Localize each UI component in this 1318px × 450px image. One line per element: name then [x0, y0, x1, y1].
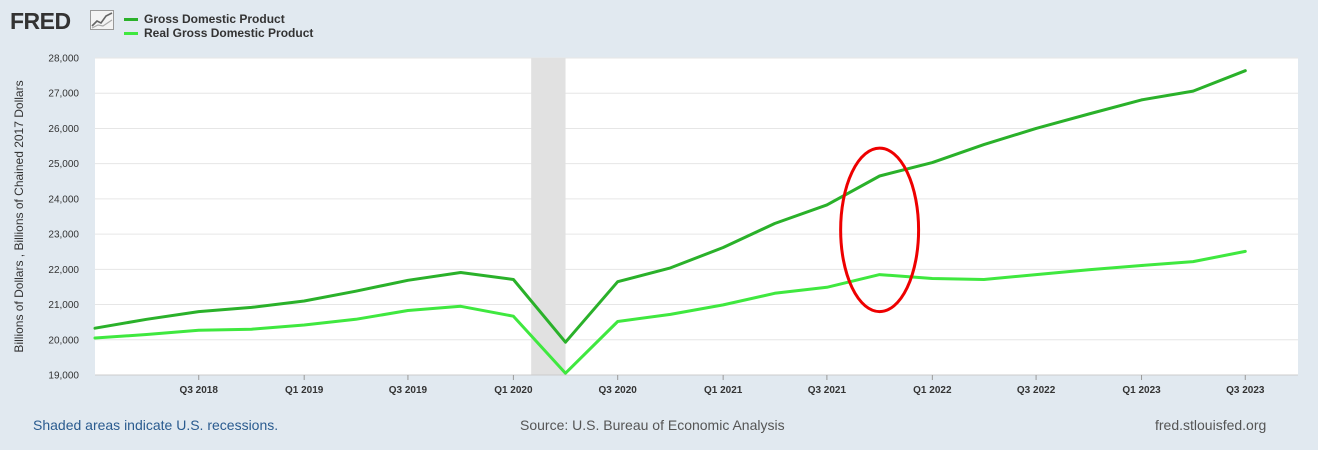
y-tick-label: 19,000	[48, 371, 79, 382]
annotation-layer	[839, 146, 921, 314]
legend-label-real-gdp: Real Gross Domestic Product	[144, 26, 314, 40]
series-line-gdp	[93, 69, 1247, 344]
grid-lines	[95, 57, 1298, 341]
y-tick-label: 25,000	[48, 159, 79, 170]
x-tick-label: Q3 2020	[599, 385, 638, 396]
y-tick-label: 24,000	[48, 194, 79, 205]
y-axis-label: Billions of Dollars , Billions of Chaine…	[12, 80, 26, 352]
x-axis-ticks: Q3 2018 Q1 2019 Q3 2019 Q1 2020 Q3 2020 Q1 20…	[95, 374, 1298, 396]
y-tick-label: 27,000	[48, 89, 79, 100]
legend-item-gdp[interactable]: Gross Domestic Product	[124, 12, 313, 26]
legend-label-gdp: Gross Domestic Product	[144, 12, 285, 26]
x-tick-label: Q3 2023	[1226, 385, 1265, 396]
x-tick-label: Q3 2022	[1017, 385, 1056, 396]
source-text: Source: U.S. Bureau of Economic Analysis	[520, 417, 785, 433]
annotation-ellipse	[839, 146, 921, 314]
legend-item-real-gdp[interactable]: Real Gross Domestic Product	[124, 26, 313, 40]
chart-legend: Gross Domestic Product Real Gross Domest…	[124, 12, 313, 40]
x-tick-label: Q3 2018	[180, 385, 219, 396]
series-line-real-gdp	[93, 249, 1247, 375]
site-link[interactable]: fred.stlouisfed.org	[1155, 417, 1267, 433]
x-tick-label: Q1 2019	[285, 385, 324, 396]
series-lines	[93, 69, 1247, 375]
y-tick-label: 22,000	[48, 265, 79, 276]
y-tick-label: 21,000	[48, 300, 79, 311]
legend-swatch-gdp	[124, 17, 138, 21]
legend-swatch-real-gdp	[124, 31, 138, 35]
x-tick-label: Q3 2021	[808, 385, 847, 396]
x-tick-label: Q1 2021	[704, 385, 743, 396]
recession-band	[531, 58, 566, 375]
y-tick-label: 20,000	[48, 335, 79, 346]
chart-line-icon	[90, 10, 114, 35]
fred-logo[interactable]: FRED	[10, 8, 71, 34]
recession-note-link[interactable]: Shaded areas indicate U.S. recessions.	[33, 417, 279, 433]
x-tick-label: Q1 2022	[913, 385, 952, 396]
recession-shading	[531, 58, 566, 375]
y-tick-label: 23,000	[48, 230, 79, 241]
y-tick-label: 26,000	[48, 124, 79, 135]
x-tick-label: Q1 2023	[1122, 385, 1161, 396]
x-tick-label: Q3 2019	[389, 385, 428, 396]
y-tick-label: 28,000	[48, 54, 79, 65]
x-tick-label: Q1 2020	[494, 385, 533, 396]
y-axis-ticks: 19,000 20,000 21,000 22,000 23,000 24,000 25,0…	[48, 54, 79, 382]
